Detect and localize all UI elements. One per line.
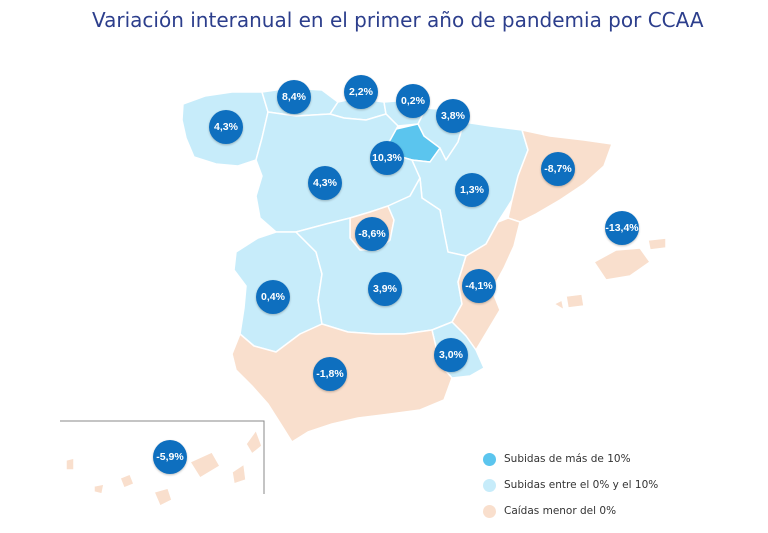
value-bubble-cataluna: -8,7% — [541, 152, 575, 186]
map-title: Variación interanual en el primer año de… — [92, 8, 704, 32]
value-bubble-cantabria: 2,2% — [344, 75, 378, 109]
legend-swatch-neg — [483, 504, 496, 518]
value-bubble-pais-vasco: 0,2% — [396, 84, 430, 118]
legend-item-neg: Caídas menor del 0% — [483, 498, 658, 524]
value-bubble-asturias: 8,4% — [277, 80, 311, 114]
legend-item-high: Subidas de más de 10% — [483, 446, 658, 472]
legend-label-mid: Subidas entre el 0% y el 10% — [504, 479, 659, 491]
legend-swatch-high — [483, 452, 496, 466]
value-bubble-baleares: -13,4% — [605, 211, 639, 245]
value-bubble-madrid: -8,6% — [355, 217, 389, 251]
value-bubble-castilla-la-mancha: 3,9% — [368, 272, 402, 306]
value-bubble-andalucia: -1,8% — [313, 357, 347, 391]
legend-label-high: Subidas de más de 10% — [504, 453, 631, 465]
value-bubble-castilla-y-leon: 4,3% — [308, 166, 342, 200]
value-bubble-aragon: 1,3% — [455, 173, 489, 207]
value-bubble-galicia: 4,3% — [209, 110, 243, 144]
value-bubble-extremadura: 0,4% — [256, 280, 290, 314]
legend-item-mid: Subidas entre el 0% y el 10% — [483, 472, 658, 498]
value-bubble-navarra: 3,8% — [436, 99, 470, 133]
region-baleares — [553, 237, 667, 311]
legend-label-neg: Caídas menor del 0% — [504, 505, 617, 517]
value-bubble-canarias: -5,9% — [153, 440, 187, 474]
value-bubble-valencia: -4,1% — [462, 269, 496, 303]
legend: Subidas de más de 10% Subidas entre el 0… — [483, 446, 658, 524]
region-canarias — [65, 429, 263, 507]
canarias-inset-border — [60, 420, 265, 494]
value-bubble-murcia: 3,0% — [434, 338, 468, 372]
value-bubble-la-rioja: 10,3% — [370, 141, 404, 175]
legend-swatch-mid — [483, 478, 496, 492]
